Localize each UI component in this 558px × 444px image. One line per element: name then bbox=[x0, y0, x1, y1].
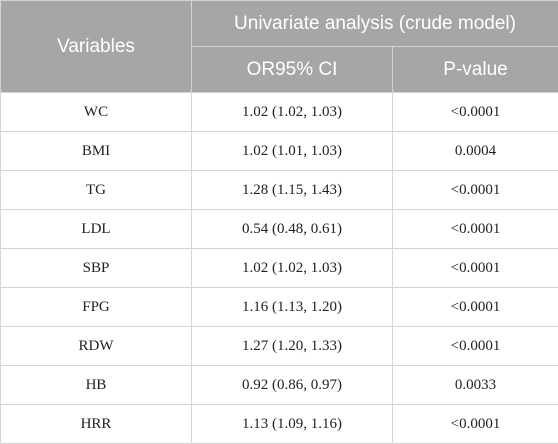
cell-or-ci: 1.16 (1.13, 1.20) bbox=[191, 287, 393, 327]
table-row: SBP 1.02 (1.02, 1.03) <0.0001 bbox=[0, 248, 558, 288]
cell-p-value: <0.0001 bbox=[391, 326, 558, 366]
cell-variable: LDL bbox=[0, 209, 192, 249]
subheader-row: OR95% CI P-value bbox=[1, 46, 558, 93]
table-row: HB 0.92 (0.86, 0.97) 0.0033 bbox=[0, 365, 558, 405]
cell-p-value: 0.0033 bbox=[391, 365, 558, 405]
cell-or-ci: 1.02 (1.01, 1.03) bbox=[191, 131, 393, 171]
cell-p-value: <0.0001 bbox=[391, 92, 558, 132]
cell-p-value: 0.0004 bbox=[391, 131, 558, 171]
header-row: Variables Univariate analysis (crude mod… bbox=[0, 0, 558, 93]
cell-or-ci: 0.92 (0.86, 0.97) bbox=[191, 365, 393, 405]
cell-or-ci: 1.27 (1.20, 1.33) bbox=[191, 326, 393, 366]
table-row: WC 1.02 (1.02, 1.03) <0.0001 bbox=[0, 92, 558, 132]
cell-p-value: <0.0001 bbox=[391, 209, 558, 249]
cell-variable: HB bbox=[0, 365, 192, 405]
cell-or-ci: 0.54 (0.48, 0.61) bbox=[191, 209, 393, 249]
table-row: RDW 1.27 (1.20, 1.33) <0.0001 bbox=[0, 326, 558, 366]
cell-variable: BMI bbox=[0, 131, 192, 171]
cell-variable: SBP bbox=[0, 248, 192, 288]
header-p-value: P-value bbox=[391, 46, 558, 93]
table-row: LDL 0.54 (0.48, 0.61) <0.0001 bbox=[0, 209, 558, 249]
header-or-ci: OR95% CI bbox=[191, 46, 393, 93]
table-row: FPG 1.16 (1.13, 1.20) <0.0001 bbox=[0, 287, 558, 327]
cell-variable: HRR bbox=[0, 404, 192, 444]
cell-or-ci: 1.28 (1.15, 1.43) bbox=[191, 170, 393, 210]
cell-variable: RDW bbox=[0, 326, 192, 366]
cell-p-value: <0.0001 bbox=[391, 287, 558, 327]
cell-variable: TG bbox=[0, 170, 192, 210]
cell-p-value: <0.0001 bbox=[391, 248, 558, 288]
cell-or-ci: 1.02 (1.02, 1.03) bbox=[191, 248, 393, 288]
table-row: HRR 1.13 (1.09, 1.16) <0.0001 bbox=[0, 404, 558, 444]
cell-variable: FPG bbox=[0, 287, 192, 327]
cell-or-ci: 1.13 (1.09, 1.16) bbox=[191, 404, 393, 444]
table-row: BMI 1.02 (1.01, 1.03) 0.0004 bbox=[0, 131, 558, 171]
table-row: TG 1.28 (1.15, 1.43) <0.0001 bbox=[0, 170, 558, 210]
cell-variable: WC bbox=[0, 92, 192, 132]
cell-p-value: <0.0001 bbox=[391, 404, 558, 444]
header-variables: Variables bbox=[0, 0, 192, 93]
cell-or-ci: 1.02 (1.02, 1.03) bbox=[191, 92, 393, 132]
header-univariate-group: Univariate analysis (crude model) bbox=[190, 0, 558, 47]
cell-p-value: <0.0001 bbox=[391, 170, 558, 210]
